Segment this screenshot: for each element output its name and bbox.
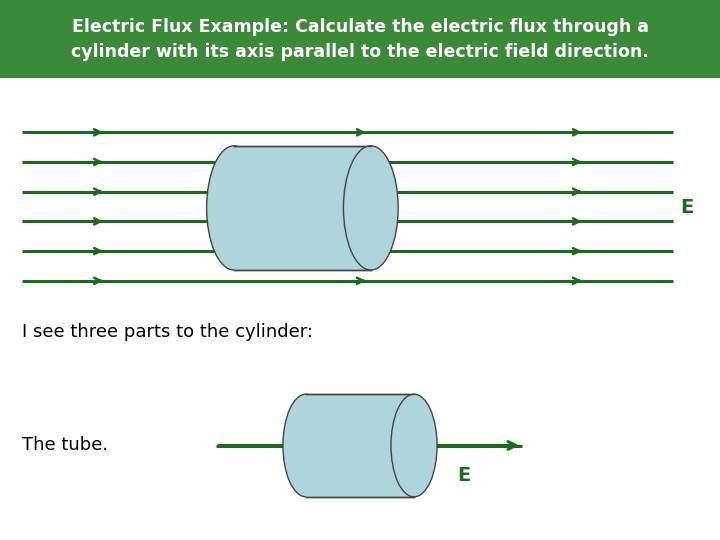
Ellipse shape [207,146,261,270]
Ellipse shape [283,394,329,497]
Bar [0,0,720,78]
Text: E: E [680,198,693,218]
Bar [306,394,414,497]
Bar [234,146,302,270]
Bar [306,394,360,497]
Ellipse shape [391,394,437,497]
Text: The tube.: The tube. [22,436,108,455]
Ellipse shape [343,146,398,270]
Text: E: E [457,465,470,485]
Text: I see three parts to the cylinder:: I see three parts to the cylinder: [22,323,312,341]
Text: Electric Flux Example: Calculate the electric flux through a
cylinder with its a: Electric Flux Example: Calculate the ele… [71,18,649,61]
Bar [234,146,371,270]
